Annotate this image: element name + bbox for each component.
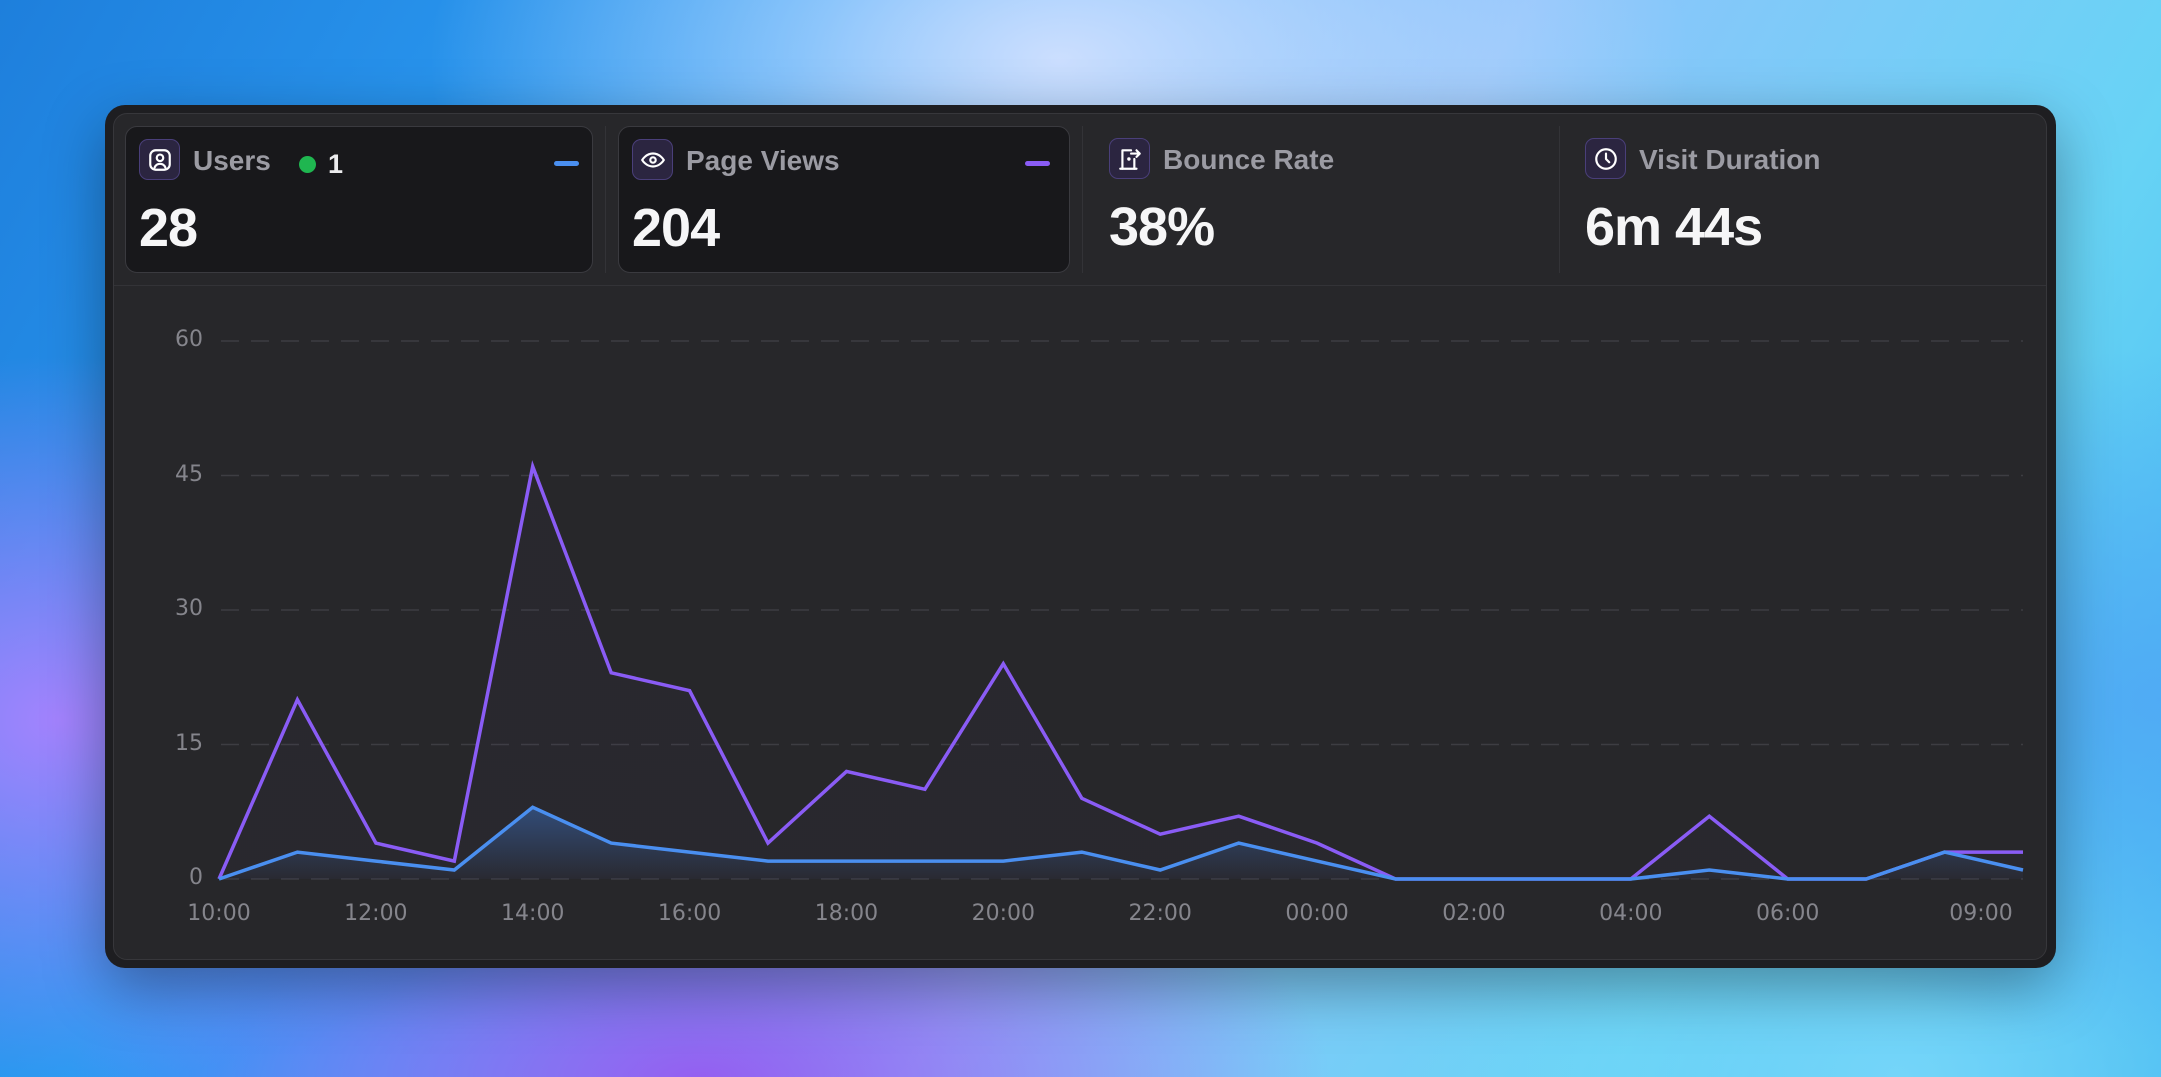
stat-value: 6m 44s: [1585, 197, 1763, 257]
x-tick-label: 04:00: [1599, 901, 1663, 926]
line-page-views: [217, 460, 2023, 881]
x-tick-label: 12:00: [344, 901, 408, 926]
area-fill-page-views: [219, 466, 2023, 879]
analytics-panel: Users 1 28 Page Views 204: [113, 113, 2047, 960]
stat-label: Page Views: [686, 145, 840, 176]
stat-value: 28: [139, 198, 198, 258]
stat-card-page-views[interactable]: Page Views 204: [618, 126, 1070, 273]
legend-users-dash: [554, 161, 579, 166]
chart-area: 0 15 30 45 60 10:00 12:00 14:00 16:00 18:00 20:00…: [114, 114, 2046, 959]
x-tick-label: 20:00: [971, 901, 1036, 926]
stat-card-visit-duration[interactable]: Visit Duration 6m 44s: [1572, 126, 2034, 273]
series-lines: [217, 460, 2024, 881]
stats-row: Users 1 28 Page Views 204: [114, 114, 2046, 286]
y-tick-label: 45: [175, 461, 203, 487]
stat-label: Users: [193, 145, 271, 176]
divider: [1082, 126, 1083, 273]
x-tick-label: 10:00: [187, 901, 251, 926]
live-visitors: 1: [299, 149, 343, 180]
area-fill-users: [219, 807, 2023, 879]
live-count: 1: [328, 149, 344, 179]
y-tick-label: 15: [175, 730, 203, 756]
line-users: [218, 805, 2024, 881]
stat-label: Visit Duration: [1639, 144, 1821, 175]
divider: [1559, 126, 1560, 273]
x-tick-label: 14:00: [501, 901, 565, 926]
x-tick-label: 06:00: [1755, 901, 1820, 926]
stat-card-users[interactable]: Users 1 28: [125, 126, 593, 273]
line-chart: [217, 340, 2024, 881]
x-tick-label: 00:00: [1285, 901, 1349, 926]
x-tick-label: 22:00: [1128, 901, 1192, 926]
eye-icon: [632, 139, 673, 180]
legend-page-views-dash: [1025, 161, 1050, 166]
x-tick-label: 09:00: [1949, 901, 2013, 926]
live-dot-icon: [299, 156, 316, 173]
door-exit-icon: [1109, 138, 1150, 179]
divider: [605, 126, 606, 273]
user-icon: [139, 139, 180, 180]
y-tick-label: 60: [175, 327, 203, 352]
stat-card-bounce-rate[interactable]: Bounce Rate 38%: [1096, 126, 1558, 273]
stat-label: Bounce Rate: [1163, 144, 1335, 175]
y-tick-label: 0: [189, 865, 203, 890]
stat-value: 204: [632, 198, 720, 258]
x-tick-label: 02:00: [1442, 901, 1506, 926]
grid-lines: [221, 340, 2023, 880]
stat-value: 38%: [1109, 197, 1215, 257]
y-tick-label: 30: [175, 596, 203, 621]
x-tick-label: 18:00: [814, 901, 879, 926]
clock-icon: [1585, 138, 1626, 179]
x-tick-label: 16:00: [657, 901, 722, 926]
